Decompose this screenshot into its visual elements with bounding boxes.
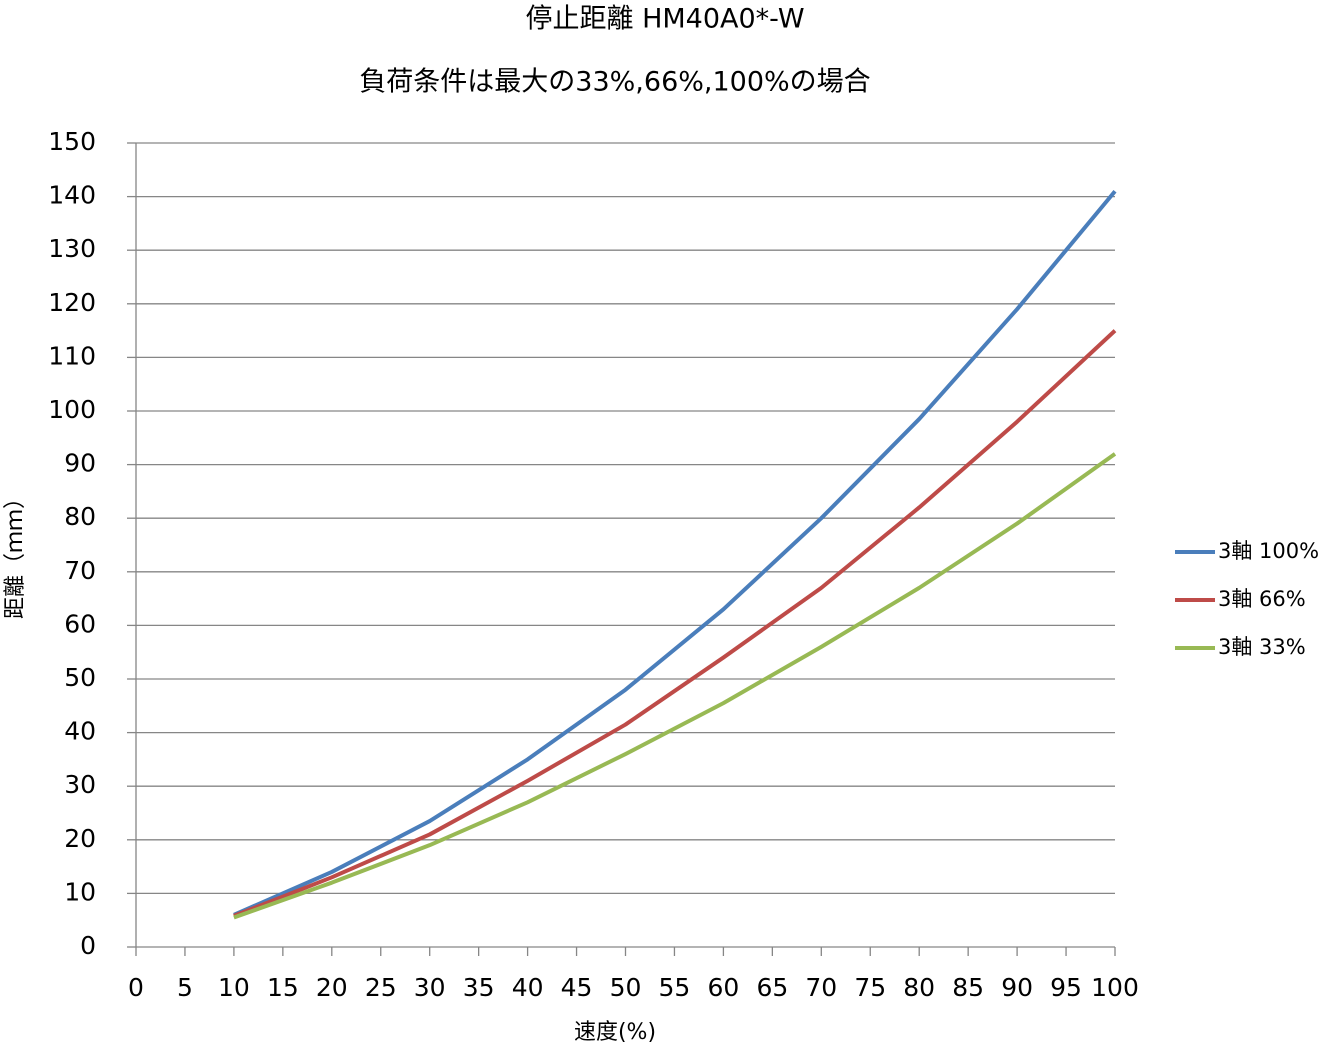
series-line [233, 452, 1117, 920]
y-tick-label: 150 [48, 127, 96, 156]
y-tick-label: 10 [64, 877, 96, 906]
legend-label: 3軸 33% [1218, 635, 1306, 659]
chart-title: 停止距離 HM40A0*-W [525, 4, 804, 35]
series-line [233, 329, 1117, 918]
y-tick-label: 90 [64, 449, 96, 478]
y-tick-label: 40 [64, 717, 96, 746]
x-tick-label: 100 [1091, 973, 1139, 1002]
x-tick-label: 90 [1001, 973, 1033, 1002]
y-tick-label: 80 [64, 502, 96, 531]
x-tick-label: 80 [903, 973, 935, 1002]
x-tick-label: 85 [952, 973, 984, 1002]
y-tick-label: 0 [80, 931, 96, 960]
y-tick-label: 140 [48, 181, 96, 210]
legend-label: 3軸 66% [1218, 587, 1306, 611]
x-tick-label: 30 [414, 973, 446, 1002]
x-tick-label: 10 [218, 973, 250, 1002]
x-axis-title: 速度(%) [574, 1020, 656, 1045]
y-tick-label: 110 [48, 341, 96, 370]
x-tick-label: 0 [128, 973, 144, 1002]
x-tick-label: 20 [316, 973, 348, 1002]
x-tick-label: 60 [707, 973, 739, 1002]
y-tick-label: 30 [64, 770, 96, 799]
y-tick-label: 130 [48, 234, 96, 263]
series-line [233, 189, 1117, 917]
x-tick-label: 35 [463, 973, 495, 1002]
y-tick-label: 100 [48, 395, 96, 424]
chart-subtitle: 負荷条件は最大の33%,66%,100%の場合 [359, 67, 870, 98]
y-tick-label: 50 [64, 663, 96, 692]
x-tick-label: 40 [512, 973, 544, 1002]
y-tick-label: 70 [64, 556, 96, 585]
x-tick-label: 70 [805, 973, 837, 1002]
x-tick-label: 65 [756, 973, 788, 1002]
x-tick-label: 25 [365, 973, 397, 1002]
x-tick-label: 15 [267, 973, 299, 1002]
x-tick-label: 55 [659, 973, 691, 1002]
x-tick-label: 75 [854, 973, 886, 1002]
y-tick-label: 20 [64, 824, 96, 853]
x-tick-label: 95 [1050, 973, 1082, 1002]
y-axis-title: 距離（ｍｍ） [3, 487, 28, 619]
y-tick-label: 120 [48, 288, 96, 317]
x-tick-label: 50 [610, 973, 642, 1002]
y-tick-label: 60 [64, 609, 96, 638]
legend-label: 3軸 100% [1218, 539, 1319, 563]
x-tick-label: 45 [561, 973, 593, 1002]
x-tick-label: 5 [177, 973, 193, 1002]
